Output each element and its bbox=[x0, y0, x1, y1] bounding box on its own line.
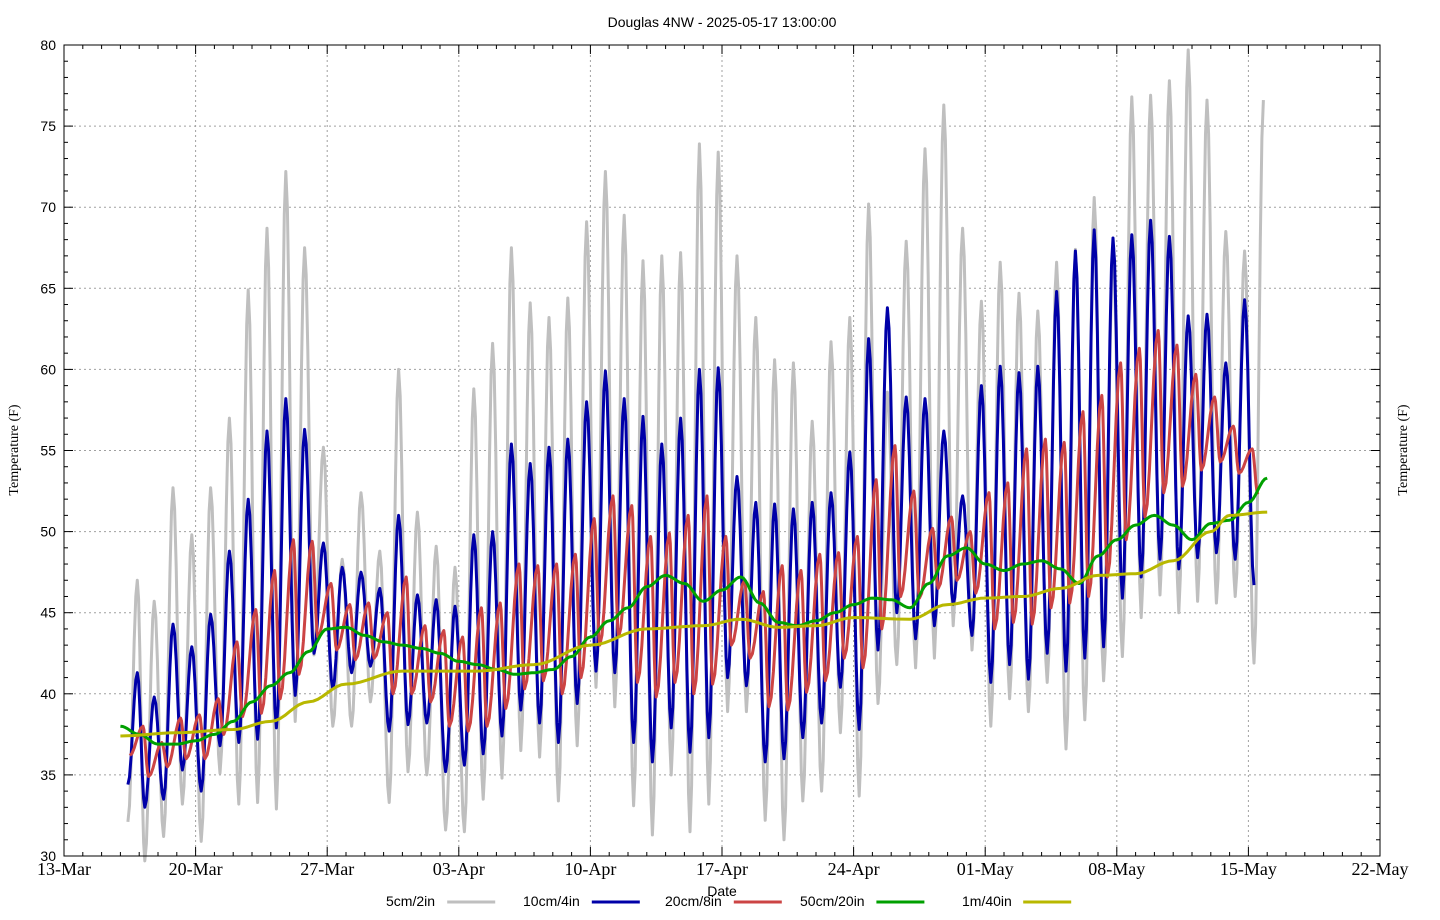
x-tick-label: 01-May bbox=[957, 859, 1014, 879]
tick-marks bbox=[63, 44, 1381, 857]
x-tick-label: 22-May bbox=[1352, 859, 1409, 879]
y-tick-label: 70 bbox=[40, 199, 56, 215]
x-tick-label: 20-Mar bbox=[169, 859, 223, 879]
series-line-1m-40in bbox=[120, 510, 1268, 738]
series-layer bbox=[120, 48, 1268, 863]
y-tick-label: 65 bbox=[40, 280, 56, 296]
y-tick-label: 30 bbox=[40, 848, 56, 864]
y-axis-label: Temperature (F) bbox=[7, 404, 22, 495]
y-tick-label: 75 bbox=[40, 118, 56, 134]
x-tick-label: 10-Apr bbox=[564, 859, 616, 879]
legend-label: 10cm/4in bbox=[523, 893, 580, 909]
x-tick-labels: 13-Mar 20-Mar 27-Mar 03-Apr 10-Apr 17-Apr 24-A… bbox=[37, 859, 1408, 879]
y-tick-label: 55 bbox=[40, 443, 56, 459]
y-tick-label: 80 bbox=[40, 37, 56, 53]
legend-label: 5cm/2in bbox=[386, 893, 435, 909]
x-tick-label: 27-Mar bbox=[300, 859, 354, 879]
x-tick-label: 17-Apr bbox=[696, 859, 748, 879]
legend-label: 1m/40in bbox=[962, 893, 1012, 909]
chart-title: Douglas 4NW - 2025-05-17 13:00:00 bbox=[608, 14, 837, 30]
x-axis-label: Date bbox=[707, 883, 737, 899]
series-line-10cm-4in bbox=[126, 218, 1256, 809]
x-tick-label: 13-Mar bbox=[37, 859, 91, 879]
y-tick-label: 35 bbox=[40, 767, 56, 783]
legend-label: 20cm/8in bbox=[665, 893, 722, 909]
x-tick-label: 15-May bbox=[1220, 859, 1277, 879]
x-tick-label: 08-May bbox=[1088, 859, 1145, 879]
x-tick-label: 24-Apr bbox=[828, 859, 880, 879]
series-line-20cm-8in bbox=[128, 329, 1260, 778]
y-tick-label: 40 bbox=[40, 686, 56, 702]
y-axis-label-right: Temperature (F) bbox=[1396, 404, 1411, 495]
legend: 5cm/2in 10cm/4in 20cm/8in 50cm/20in 1m/40in bbox=[386, 893, 1072, 909]
x-tick-label: 03-Apr bbox=[433, 859, 485, 879]
y-tick-labels: 30 35 40 45 50 55 60 65 70 75 80 bbox=[40, 37, 56, 864]
y-tick-label: 45 bbox=[40, 605, 56, 621]
y-tick-label: 60 bbox=[40, 361, 56, 377]
y-tick-label: 50 bbox=[40, 524, 56, 540]
legend-label: 50cm/20in bbox=[800, 893, 865, 909]
